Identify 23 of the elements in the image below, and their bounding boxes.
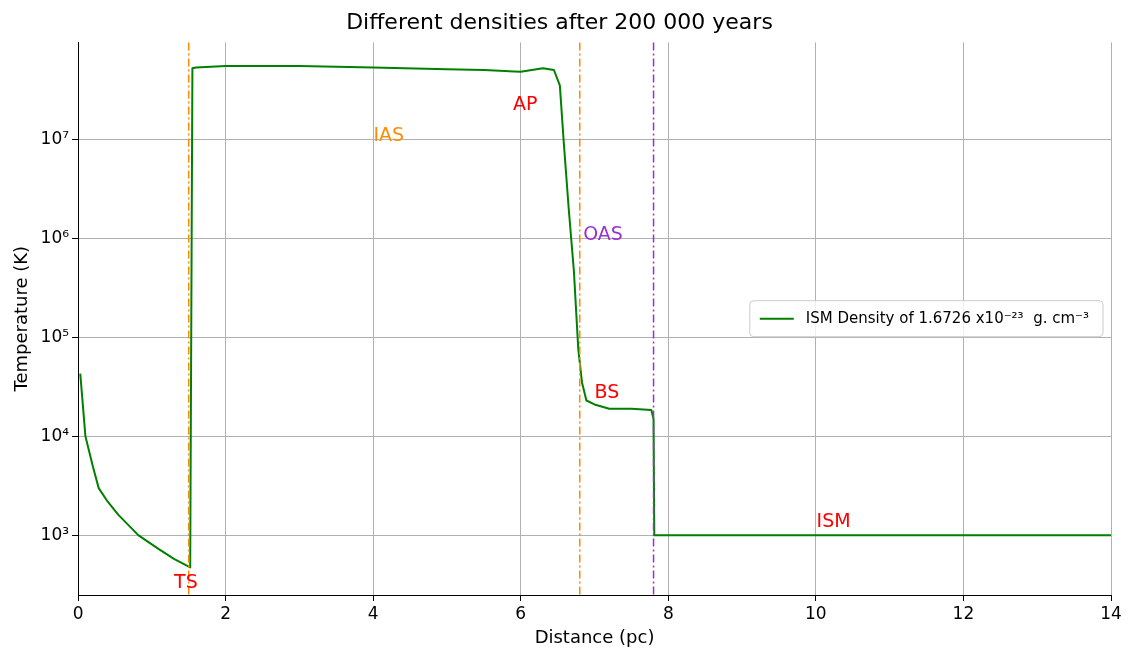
x-tick-label: 14 xyxy=(1100,602,1122,623)
x-tick-label: 8 xyxy=(662,602,674,623)
x-axis-title: Distance (pc) xyxy=(534,625,655,647)
legend-label: ISM Density of 1.6726 x10⁻²³ g. cm⁻³ xyxy=(805,308,1090,327)
y-tick-label: 10³ xyxy=(40,523,70,544)
annotation: OAS xyxy=(583,221,623,244)
y-tick-label: 10⁶ xyxy=(40,226,70,247)
x-tick-label: 0 xyxy=(72,602,84,623)
y-tick-label: 10⁷ xyxy=(40,127,70,148)
annotation: AP xyxy=(512,92,538,115)
y-tick-label: 10⁴ xyxy=(40,424,70,445)
chart-title: Different densities after 200 000 years xyxy=(346,8,773,34)
y-axis-title: Temperature (K) xyxy=(10,245,32,393)
annotation: TS xyxy=(173,570,198,593)
x-tick-label: 4 xyxy=(367,602,379,623)
x-tick-label: 6 xyxy=(515,602,527,623)
x-tick-label: 10 xyxy=(805,602,827,623)
x-tick-label: 12 xyxy=(952,602,975,623)
x-tick-label: 2 xyxy=(220,602,232,623)
annotation: BS xyxy=(594,380,620,403)
annotation: ISM xyxy=(816,509,851,532)
annotation: IAS xyxy=(373,122,405,145)
y-tick-label: 10⁵ xyxy=(40,325,70,346)
